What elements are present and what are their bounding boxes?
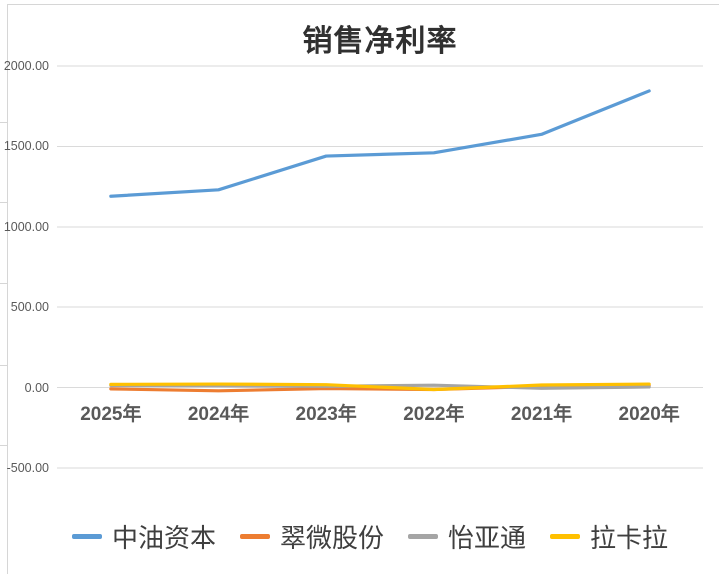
legend-dash-icon [239, 534, 270, 539]
legend-label: 拉卡拉 [590, 524, 669, 554]
sheet-row-gridline-stub [0, 283, 7, 284]
legend-item-拉卡拉: 拉卡拉 [550, 518, 668, 555]
x-tick-label: 2021年 [510, 404, 573, 425]
y-tick-label: 1000.00 [3, 219, 49, 234]
x-tick-label: 2022年 [403, 404, 465, 425]
series-line-中油资本 [109, 89, 651, 198]
sheet-row-gridline-stub [0, 202, 7, 203]
sheet-row-gridline-stub [0, 365, 7, 366]
y-tick-label: 1500.00 [3, 139, 49, 154]
x-tick-label: 2025年 [80, 404, 142, 425]
legend-label: 怡亚通 [448, 524, 527, 554]
legend-item-怡亚通: 怡亚通 [408, 518, 526, 555]
sheet-row-gridline-stub [0, 445, 7, 446]
legend-dash-icon [71, 534, 102, 539]
chart-title: 销售净利率 [302, 24, 458, 59]
series-line-拉卡拉 [109, 382, 651, 392]
y-tick-label: 2000.00 [3, 59, 49, 73]
x-tick-label: 2023年 [295, 404, 357, 425]
legend-label: 中油资本 [111, 524, 216, 554]
y-tick-label: 0.00 [24, 380, 49, 395]
y-tick-label: 500.00 [10, 300, 49, 315]
legend-label: 翠微股份 [279, 524, 384, 554]
sheet-row-gridline-stub [0, 122, 7, 123]
legend-dash-icon [408, 534, 438, 539]
x-tick-label: 2020年 [618, 404, 680, 425]
y-tick-label: -500.00 [6, 461, 49, 475]
legend-item-翠微股份: 翠微股份 [239, 518, 384, 555]
legend-item-中油资本: 中油资本 [71, 518, 216, 555]
legend-dash-icon [550, 534, 581, 539]
sheet-top-gridline [7, 4, 719, 5]
sheet-left-gridline [7, 4, 8, 574]
x-tick-label: 2024年 [187, 404, 250, 425]
legend: 中油资本 翠微股份 怡亚通 拉卡拉 [37, 518, 703, 555]
